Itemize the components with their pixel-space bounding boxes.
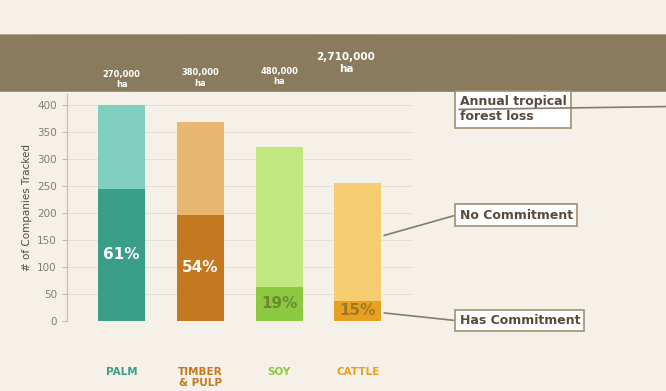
Text: 2,710,000
ha: 2,710,000 ha <box>316 52 376 74</box>
Text: TIMBER
& PULP: TIMBER & PULP <box>178 366 222 388</box>
Circle shape <box>0 71 666 88</box>
Y-axis label: # of Companies Tracked: # of Companies Tracked <box>21 144 31 271</box>
Bar <box>334 301 382 321</box>
Text: 15%: 15% <box>340 303 376 318</box>
Bar <box>256 287 303 321</box>
Text: 480,000
ha: 480,000 ha <box>260 67 298 86</box>
Circle shape <box>0 67 666 88</box>
Circle shape <box>0 65 666 88</box>
Text: 61%: 61% <box>103 247 140 262</box>
Bar <box>98 105 145 189</box>
Text: 54%: 54% <box>182 260 218 275</box>
Bar <box>176 215 224 321</box>
Bar <box>256 147 303 287</box>
Text: SOY: SOY <box>268 366 291 377</box>
Text: No Commitment: No Commitment <box>460 208 573 222</box>
Text: 270,000
ha: 270,000 ha <box>103 70 141 89</box>
Text: 19%: 19% <box>261 296 297 311</box>
Text: Annual tropical
forest loss: Annual tropical forest loss <box>460 95 566 124</box>
Text: 380,000
ha: 380,000 ha <box>182 68 219 88</box>
Circle shape <box>0 35 666 91</box>
Bar <box>334 183 382 301</box>
Bar <box>98 189 145 321</box>
Bar <box>176 122 224 215</box>
Text: PALM: PALM <box>106 366 137 377</box>
Text: CATTLE: CATTLE <box>336 366 380 377</box>
Text: Has Commitment: Has Commitment <box>460 314 580 327</box>
